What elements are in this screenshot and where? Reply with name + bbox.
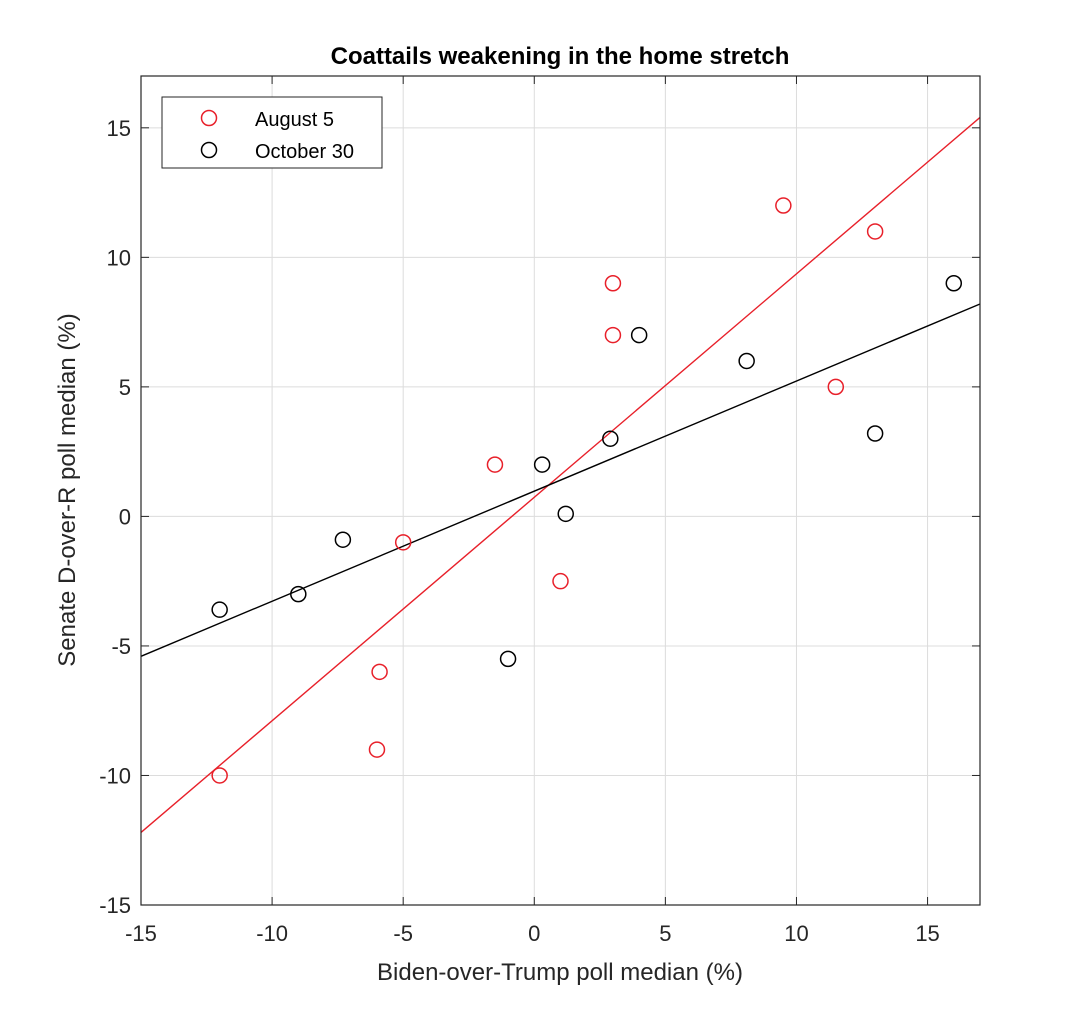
legend-label-october: October 30 [255, 141, 354, 163]
legend: August 5 October 30 [162, 97, 382, 168]
x-tick-label: 15 [915, 921, 939, 946]
y-tick-label: 15 [107, 116, 131, 141]
legend-label-august: August 5 [255, 109, 334, 131]
y-tick-label: -5 [111, 634, 131, 659]
y-axis-label: Senate D-over-R poll median (%) [54, 313, 81, 666]
y-tick-label: -15 [99, 893, 131, 918]
x-tick-label: -10 [256, 921, 288, 946]
x-tick-label: -15 [125, 921, 157, 946]
x-tick-label: 10 [784, 921, 808, 946]
y-tick-label: 10 [107, 245, 131, 270]
x-tick-label: -5 [393, 921, 413, 946]
chart-title: Coattails weakening in the home stretch [331, 43, 790, 70]
y-tick-label: -10 [99, 763, 131, 788]
plot-area [141, 76, 980, 905]
x-tick-label: 0 [528, 921, 540, 946]
x-axis-label: Biden-over-Trump poll median (%) [377, 959, 743, 986]
x-tick-label: 5 [659, 921, 671, 946]
y-tick-label: 5 [119, 375, 131, 400]
y-tick-label: 0 [119, 504, 131, 529]
